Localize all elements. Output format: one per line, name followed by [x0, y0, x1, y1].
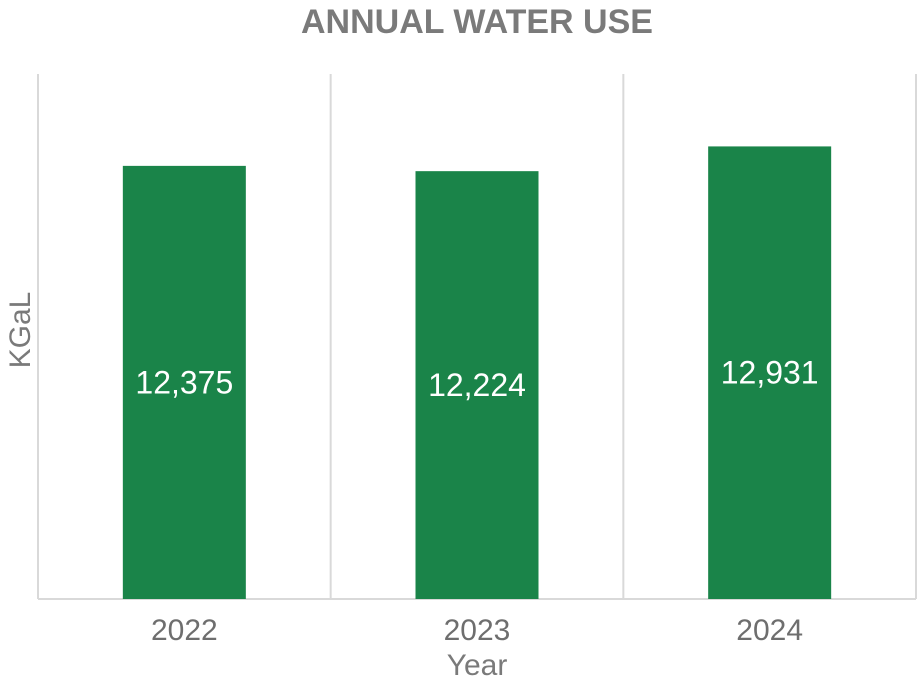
y-axis-label: KGaL — [4, 292, 37, 369]
chart-title: ANNUAL WATER USE — [301, 3, 653, 41]
data-label-2022: 12,375 — [135, 364, 233, 400]
x-tick-2024: 2024 — [736, 614, 803, 647]
x-tick-2022: 2022 — [151, 614, 218, 647]
bars: 12,375 12,224 12,931 — [122, 146, 832, 600]
bar-2022 — [122, 165, 246, 599]
data-label-2024: 12,931 — [721, 355, 819, 391]
x-tick-labels: 2022 2023 2024 — [151, 614, 803, 647]
bar-2023 — [415, 171, 539, 599]
bar-2024 — [708, 146, 832, 600]
x-tick-2023: 2023 — [444, 614, 511, 647]
data-label-2023: 12,224 — [428, 367, 526, 403]
x-axis-label: Year — [447, 649, 508, 682]
